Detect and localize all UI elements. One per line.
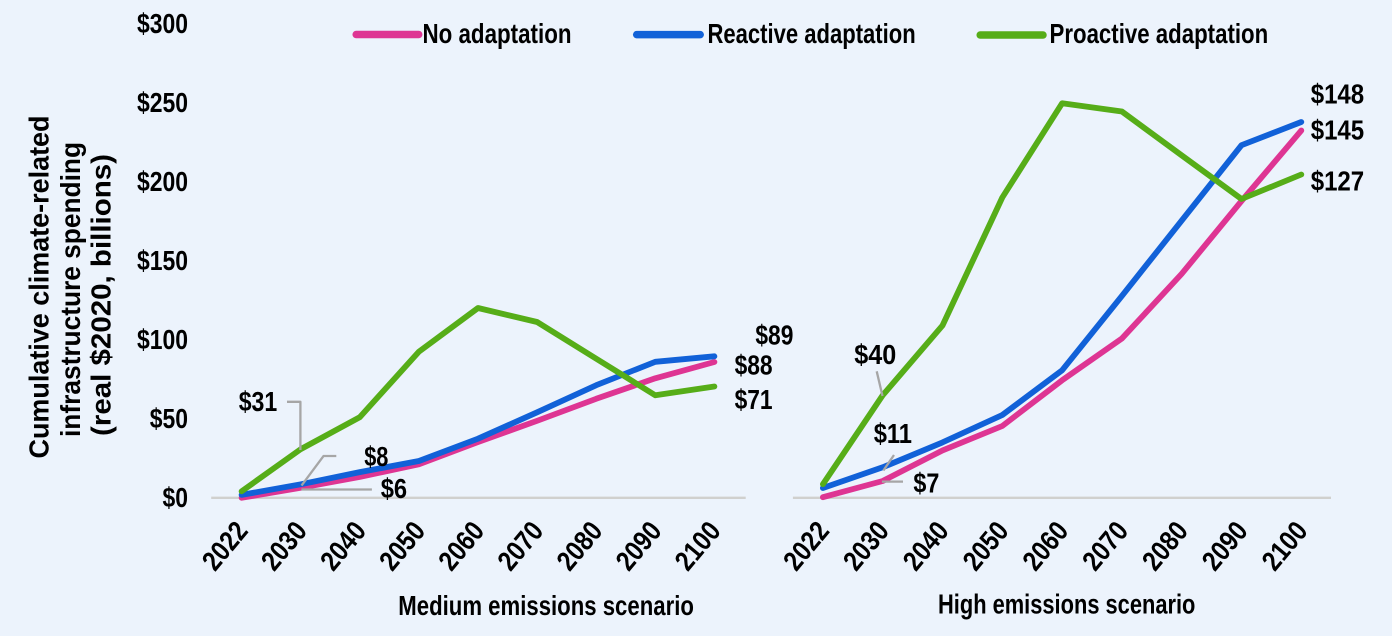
svg-text:$88: $88 xyxy=(735,350,773,381)
svg-text:$0: $0 xyxy=(163,482,189,513)
svg-text:High emissions scenario: High emissions scenario xyxy=(938,589,1195,620)
svg-text:$8: $8 xyxy=(364,441,388,472)
svg-text:$145: $145 xyxy=(1311,114,1365,145)
svg-text:No adaptation: No adaptation xyxy=(423,18,572,49)
svg-text:Reactive adaptation: Reactive adaptation xyxy=(708,18,916,49)
svg-text:$40: $40 xyxy=(854,339,896,370)
svg-text:$6: $6 xyxy=(381,473,407,504)
svg-text:$100: $100 xyxy=(137,324,188,355)
svg-text:$31: $31 xyxy=(239,386,278,417)
svg-text:infrastructure spending: infrastructure spending xyxy=(55,142,86,437)
svg-text:$127: $127 xyxy=(1311,165,1365,196)
svg-text:$150: $150 xyxy=(137,245,188,276)
svg-text:$71: $71 xyxy=(735,384,773,415)
svg-text:Medium emissions scenario: Medium emissions scenario xyxy=(398,590,694,621)
svg-text:$148: $148 xyxy=(1311,79,1365,110)
svg-text:$11: $11 xyxy=(874,418,912,449)
svg-text:$50: $50 xyxy=(150,403,188,434)
svg-text:Cumulative climate-related: Cumulative climate-related xyxy=(23,116,54,459)
svg-text:$89: $89 xyxy=(755,319,793,350)
svg-text:$200: $200 xyxy=(137,166,188,197)
svg-text:Proactive adaptation: Proactive adaptation xyxy=(1050,18,1269,49)
svg-text:$300: $300 xyxy=(137,8,188,39)
svg-text:(real $2020, billions): (real $2020, billions) xyxy=(86,154,117,436)
svg-text:$7: $7 xyxy=(913,467,939,498)
svg-text:$250: $250 xyxy=(137,87,188,118)
